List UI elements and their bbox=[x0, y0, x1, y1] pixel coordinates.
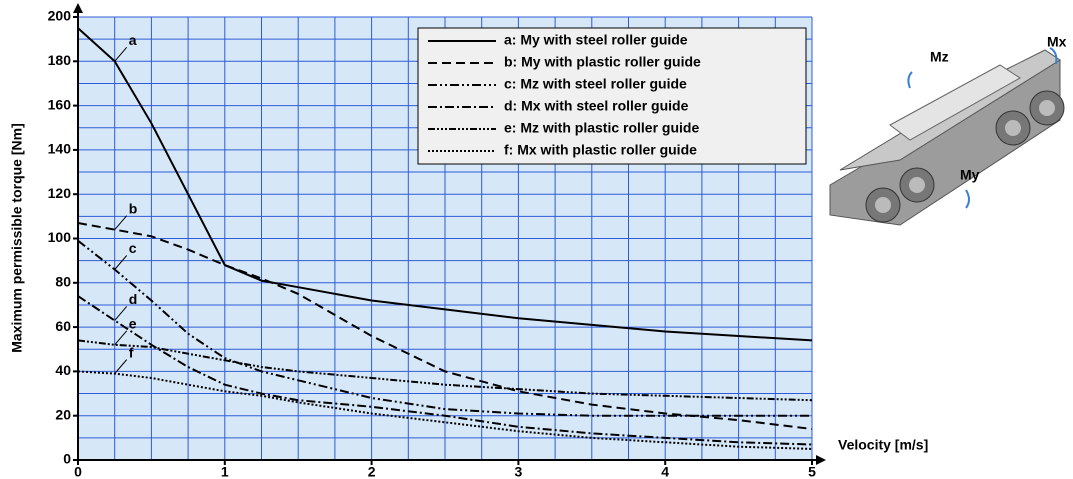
y-tick-label: 0 bbox=[63, 451, 71, 467]
legend-label: e: Mz with plastic roller guide bbox=[504, 120, 699, 136]
series-label: c bbox=[129, 240, 137, 256]
moment-label: Mz bbox=[930, 49, 949, 65]
roller-hub bbox=[1039, 100, 1055, 116]
y-tick-label: 20 bbox=[55, 406, 71, 422]
legend-label: a: My with steel roller guide bbox=[504, 32, 688, 48]
plot: 0 20 40 60 80 100 120 140 160 180 200 0 1 2 3 4 5 a b c def a… bbox=[48, 3, 826, 479]
y-tick-label: 100 bbox=[48, 229, 72, 245]
roller-hub bbox=[875, 197, 891, 213]
axis-arrow bbox=[816, 455, 826, 465]
y-tick-label: 160 bbox=[48, 96, 72, 112]
x-tick-label: 0 bbox=[74, 464, 82, 479]
roller-hub bbox=[909, 177, 925, 193]
chart: 0 20 40 60 80 100 120 140 160 180 200 0 1 2 3 4 5 a b c def a… bbox=[0, 0, 1073, 479]
y-tick-label: 180 bbox=[48, 52, 72, 68]
y-tick-label: 200 bbox=[48, 8, 72, 24]
axis-arrow bbox=[73, 3, 83, 13]
x-axis-label: Velocity [m/s] bbox=[838, 437, 928, 453]
y-tick-label: 60 bbox=[55, 318, 71, 334]
series-label: e bbox=[129, 316, 137, 332]
rail bbox=[830, 60, 1060, 225]
y-tick-label: 80 bbox=[55, 274, 71, 290]
series-label: d bbox=[129, 291, 138, 307]
x-tick-label: 2 bbox=[368, 464, 376, 479]
moment-label: Mx bbox=[1047, 34, 1067, 50]
x-tick-label: 1 bbox=[221, 464, 229, 479]
y-tick-label: 120 bbox=[48, 185, 72, 201]
legend-label: d: Mx with steel roller guide bbox=[504, 98, 689, 114]
moment-arrow bbox=[966, 190, 969, 208]
series-label: a bbox=[129, 32, 137, 48]
series-label: b bbox=[129, 200, 138, 216]
moment-label: My bbox=[960, 167, 980, 183]
x-tick-label: 4 bbox=[661, 464, 669, 479]
legend-label: f: Mx with plastic roller guide bbox=[504, 142, 697, 158]
x-tick-label: 3 bbox=[515, 464, 523, 479]
y-tick-label: 140 bbox=[48, 141, 72, 157]
x-tick-label: 5 bbox=[808, 464, 816, 479]
legend-label: c: Mz with steel roller guide bbox=[504, 76, 687, 92]
legend-label: b: My with plastic roller guide bbox=[504, 54, 701, 70]
roller-hub bbox=[1005, 120, 1021, 136]
series-label: f bbox=[129, 344, 134, 360]
illustration: Mz Mx My bbox=[830, 34, 1067, 225]
legend: a: My with steel roller guide b: My with … bbox=[418, 28, 806, 164]
y-tick-label: 40 bbox=[55, 362, 71, 378]
moment-arrow bbox=[908, 72, 912, 88]
y-axis-label: Maximum permissible torque [Nm] bbox=[9, 123, 25, 353]
